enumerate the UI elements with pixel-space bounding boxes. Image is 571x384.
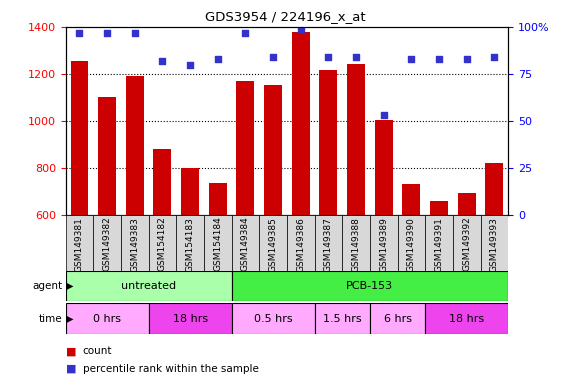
Text: ■: ■: [66, 346, 76, 356]
Text: GSM154183: GSM154183: [186, 217, 195, 271]
Text: untreated: untreated: [121, 281, 176, 291]
Bar: [370, 215, 397, 271]
Text: 0.5 hrs: 0.5 hrs: [254, 314, 292, 324]
Point: [462, 56, 471, 62]
Text: ■: ■: [66, 364, 76, 374]
Bar: [121, 215, 148, 271]
Bar: [453, 215, 481, 271]
Point: [186, 61, 195, 68]
Text: GSM149387: GSM149387: [324, 217, 333, 271]
Text: GSM149383: GSM149383: [130, 217, 139, 271]
Bar: [347, 64, 365, 215]
Text: GSM149382: GSM149382: [103, 217, 112, 271]
Bar: [148, 303, 232, 334]
Text: 0 hrs: 0 hrs: [93, 314, 121, 324]
Bar: [98, 98, 116, 215]
Bar: [232, 271, 508, 301]
Bar: [236, 81, 255, 215]
Text: percentile rank within the sample: percentile rank within the sample: [83, 364, 259, 374]
Text: GSM149388: GSM149388: [352, 217, 360, 271]
Bar: [154, 149, 171, 215]
Point: [435, 56, 444, 62]
Bar: [70, 61, 89, 215]
Text: GSM149386: GSM149386: [296, 217, 305, 271]
Bar: [485, 163, 504, 215]
Bar: [264, 84, 282, 215]
Bar: [176, 215, 204, 271]
Text: 1.5 hrs: 1.5 hrs: [323, 314, 361, 324]
Text: ▶: ▶: [66, 281, 74, 291]
Point: [103, 30, 112, 36]
Point: [75, 30, 84, 36]
Bar: [397, 215, 425, 271]
Bar: [292, 31, 309, 215]
Bar: [259, 215, 287, 271]
Bar: [458, 193, 476, 215]
Text: GSM154182: GSM154182: [158, 217, 167, 271]
Bar: [209, 183, 227, 215]
Bar: [204, 215, 232, 271]
Text: PCB-153: PCB-153: [347, 281, 393, 291]
Bar: [425, 303, 508, 334]
Text: time: time: [39, 314, 63, 324]
Bar: [430, 201, 448, 215]
Bar: [319, 70, 337, 215]
Point: [241, 30, 250, 36]
Bar: [425, 215, 453, 271]
Text: GDS3954 / 224196_x_at: GDS3954 / 224196_x_at: [205, 10, 366, 23]
Bar: [481, 215, 508, 271]
Point: [296, 26, 305, 32]
Point: [213, 56, 222, 62]
Text: GSM149385: GSM149385: [268, 217, 278, 271]
Text: GSM154184: GSM154184: [214, 217, 222, 271]
Bar: [315, 215, 342, 271]
Bar: [403, 184, 420, 215]
Text: GSM149390: GSM149390: [407, 217, 416, 271]
Bar: [375, 121, 393, 215]
Point: [158, 58, 167, 64]
Bar: [126, 76, 144, 215]
Point: [352, 54, 361, 60]
Text: GSM149384: GSM149384: [241, 217, 250, 271]
Point: [407, 56, 416, 62]
Bar: [315, 303, 370, 334]
Bar: [287, 215, 315, 271]
Bar: [66, 271, 232, 301]
Text: GSM149391: GSM149391: [435, 217, 444, 271]
Text: GSM149393: GSM149393: [490, 217, 499, 271]
Bar: [232, 303, 315, 334]
Bar: [370, 303, 425, 334]
Text: ▶: ▶: [66, 314, 74, 324]
Text: agent: agent: [33, 281, 63, 291]
Point: [324, 54, 333, 60]
Bar: [66, 215, 93, 271]
Point: [490, 54, 499, 60]
Bar: [66, 303, 148, 334]
Text: count: count: [83, 346, 112, 356]
Text: GSM149392: GSM149392: [462, 217, 471, 271]
Bar: [181, 168, 199, 215]
Text: GSM149381: GSM149381: [75, 217, 84, 271]
Text: GSM149389: GSM149389: [379, 217, 388, 271]
Point: [130, 30, 139, 36]
Bar: [148, 215, 176, 271]
Text: 6 hrs: 6 hrs: [384, 314, 412, 324]
Bar: [342, 215, 370, 271]
Text: 18 hrs: 18 hrs: [172, 314, 208, 324]
Bar: [232, 215, 259, 271]
Text: 18 hrs: 18 hrs: [449, 314, 484, 324]
Point: [268, 54, 278, 60]
Bar: [93, 215, 121, 271]
Point: [379, 112, 388, 118]
